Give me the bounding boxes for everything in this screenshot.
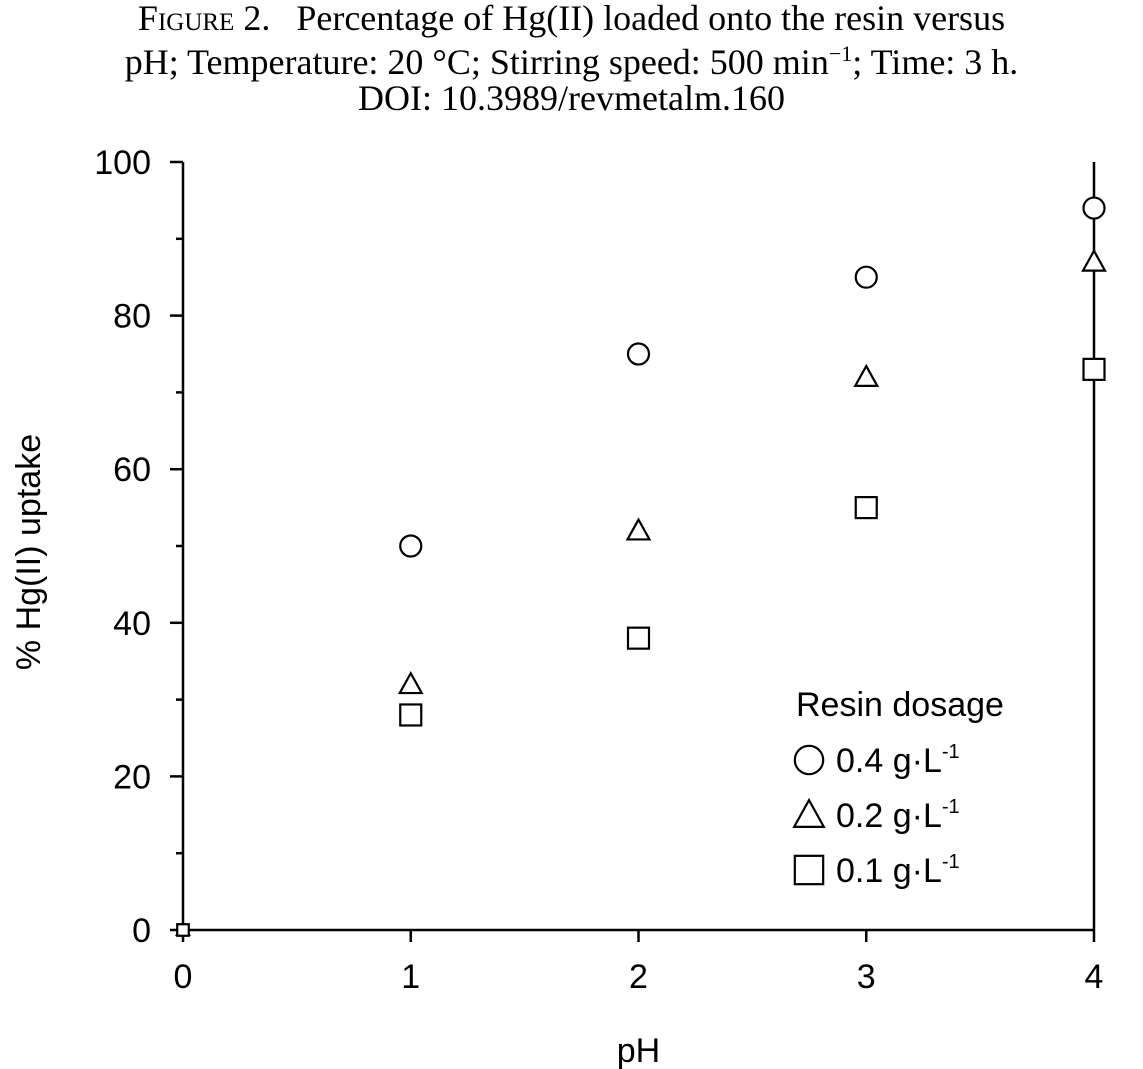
caption-line-2: pH; Temperature: 20 °C; Stirring speed: … <box>0 36 1143 80</box>
caption-line-2-suffix: ; Time: 3 h. <box>852 42 1019 82</box>
y-axis-label: % Hg(II) uptake <box>10 434 48 670</box>
y-tick-label: 60 <box>113 451 151 489</box>
circle-data-point <box>854 265 878 289</box>
caption-line-3: DOI: 10.3989/revmetalm.160 <box>358 78 785 118</box>
triangle-data-point <box>1081 248 1107 272</box>
x-tick-label: 0 <box>174 958 193 996</box>
triangle-data-point <box>853 363 880 387</box>
legend-entry-label: 0.4 g·L-1 <box>836 741 960 780</box>
x-axis-label: pH <box>617 1032 660 1069</box>
square-data-point <box>399 703 423 727</box>
triangle-data-point <box>625 517 652 541</box>
circle-data-point <box>399 534 423 558</box>
y-tick-label: 20 <box>113 758 151 796</box>
y-tick-label: 100 <box>94 144 151 182</box>
caption-line-1-text: Percentage of Hg(II) loaded onto the res… <box>296 0 1006 38</box>
figure-label: Figure 2. <box>137 0 271 38</box>
legend-entry-label: 0.2 g·L-1 <box>836 796 960 835</box>
caption-line-2-exponent: −1 <box>828 41 853 66</box>
caption-line-1: Figure 2. Percentage of Hg(II) loaded ont… <box>0 0 1143 36</box>
circle-data-point <box>1082 196 1106 220</box>
y-tick-label: 80 <box>113 298 151 336</box>
legend-triangle-icon <box>792 797 826 828</box>
x-tick-label: 1 <box>401 958 420 996</box>
square-data-point <box>176 923 190 937</box>
figure-caption: Figure 2. Percentage of Hg(II) loaded ont… <box>0 0 1143 116</box>
triangle-data-point <box>397 670 424 695</box>
legend-entry-label: 0.1 g·L-1 <box>836 851 960 890</box>
circle-data-point <box>626 342 651 366</box>
caption-line-2-prefix: pH; Temperature: 20 °C; Stirring speed: … <box>124 42 829 82</box>
square-data-point <box>626 626 651 650</box>
chart-axes: 0 20 40 60 80 100 0 1 2 3 4 <box>94 144 1103 996</box>
square-data-point <box>854 496 878 520</box>
x-tick-label: 2 <box>629 958 648 996</box>
legend-circle-icon <box>793 744 825 776</box>
y-tick-label: 40 <box>113 605 151 643</box>
square-data-point <box>1082 357 1106 381</box>
legend-title: Resin dosage <box>796 686 1004 724</box>
x-tick-label: 3 <box>857 958 876 996</box>
x-tick-label: 4 <box>1085 958 1104 996</box>
chart-legend: Resin dosage 0.4 g·L-1 0.2 g·L-1 0.1 g·L-1 <box>792 686 1004 890</box>
legend-square-icon <box>793 854 825 886</box>
chart-points <box>175 196 1107 937</box>
y-tick-label: 0 <box>132 912 151 950</box>
